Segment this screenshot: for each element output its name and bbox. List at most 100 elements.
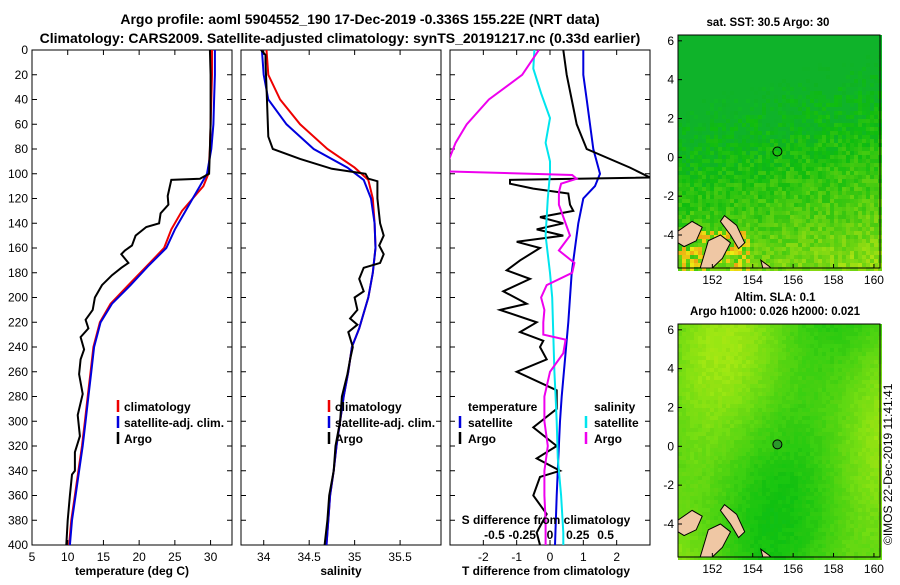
map-cell — [706, 420, 710, 424]
map-cell — [762, 420, 766, 424]
map-cell — [762, 87, 766, 91]
map-cell — [814, 171, 818, 175]
map-cell — [858, 187, 862, 191]
map-cell — [682, 103, 686, 107]
map-cell — [822, 215, 826, 219]
map-cell — [794, 263, 798, 267]
map-cell — [770, 63, 774, 67]
map-cell — [786, 147, 790, 151]
map-cell — [850, 75, 854, 79]
map-cell — [682, 408, 686, 412]
map-cell — [750, 239, 754, 243]
map-cell — [782, 171, 786, 175]
map-cell — [810, 452, 814, 456]
map-cell — [726, 416, 730, 420]
map-cell — [694, 91, 698, 95]
map-cell — [714, 456, 718, 460]
map-cell — [770, 43, 774, 47]
map-cell — [782, 167, 786, 171]
map-cell — [870, 384, 874, 388]
map-cell — [838, 324, 842, 328]
map-cell — [810, 235, 814, 239]
map-cell — [694, 35, 698, 39]
map-cell — [786, 420, 790, 424]
map-cell — [790, 215, 794, 219]
map-cell — [854, 251, 858, 255]
map-cell — [794, 179, 798, 183]
map-cell — [694, 75, 698, 79]
map-cell — [694, 432, 698, 436]
map-cell — [810, 43, 814, 47]
map-cell — [838, 372, 842, 376]
map-cell — [826, 103, 830, 107]
map-cell — [750, 55, 754, 59]
map-cell — [750, 348, 754, 352]
map-cell — [746, 263, 750, 267]
map-cell — [706, 215, 710, 219]
map-cell — [758, 360, 762, 364]
map-cell — [854, 111, 858, 115]
map-cell — [738, 392, 742, 396]
map-cell — [802, 384, 806, 388]
map-cell — [678, 95, 682, 99]
map-cell — [806, 408, 810, 412]
map-cell — [678, 420, 682, 424]
map-cell — [834, 328, 838, 332]
map-cell — [826, 87, 830, 91]
map-cell — [870, 344, 874, 348]
map-cell — [754, 183, 758, 187]
map-cell — [802, 376, 806, 380]
map-cell — [834, 135, 838, 139]
map-cell — [722, 392, 726, 396]
map-cell — [790, 103, 794, 107]
map-cell — [818, 231, 822, 235]
map-cell — [838, 55, 842, 59]
map-cell — [814, 364, 818, 368]
map-cell — [742, 219, 746, 223]
map-cell — [790, 348, 794, 352]
map-cell — [806, 416, 810, 420]
map-cell — [778, 259, 782, 263]
map-cell — [810, 87, 814, 91]
map-cell — [698, 131, 702, 135]
map-cell — [774, 99, 778, 103]
map-cell — [734, 263, 738, 267]
map-cell — [746, 83, 750, 87]
map-cell — [798, 139, 802, 143]
map-cell — [678, 251, 682, 255]
map-cell — [826, 396, 830, 400]
map-cell — [750, 336, 754, 340]
map-cell — [686, 255, 690, 259]
map-cell — [874, 444, 878, 448]
map-cell — [798, 35, 802, 39]
map-cell — [706, 171, 710, 175]
map-cell — [706, 336, 710, 340]
map-cell — [842, 171, 846, 175]
map-cell — [706, 436, 710, 440]
map-cell — [814, 147, 818, 151]
map-cell — [834, 235, 838, 239]
map-cell — [786, 428, 790, 432]
map-cell — [730, 392, 734, 396]
map-cell — [870, 103, 874, 107]
map-cell — [726, 412, 730, 416]
map-cell — [798, 251, 802, 255]
map-cell — [722, 332, 726, 336]
map-cell — [818, 348, 822, 352]
map-cell — [826, 91, 830, 95]
map-cell — [698, 207, 702, 211]
map-cell — [794, 159, 798, 163]
map-cell — [762, 332, 766, 336]
map-cell — [806, 424, 810, 428]
map-cell — [702, 211, 706, 215]
map-cell — [818, 436, 822, 440]
map-cell — [742, 400, 746, 404]
temperature-axes — [32, 50, 232, 545]
map-cell — [682, 432, 686, 436]
map-cell — [754, 432, 758, 436]
map-cell — [794, 139, 798, 143]
map-cell — [758, 123, 762, 127]
map-cell — [734, 115, 738, 119]
map-cell — [698, 380, 702, 384]
map-cell — [718, 215, 722, 219]
